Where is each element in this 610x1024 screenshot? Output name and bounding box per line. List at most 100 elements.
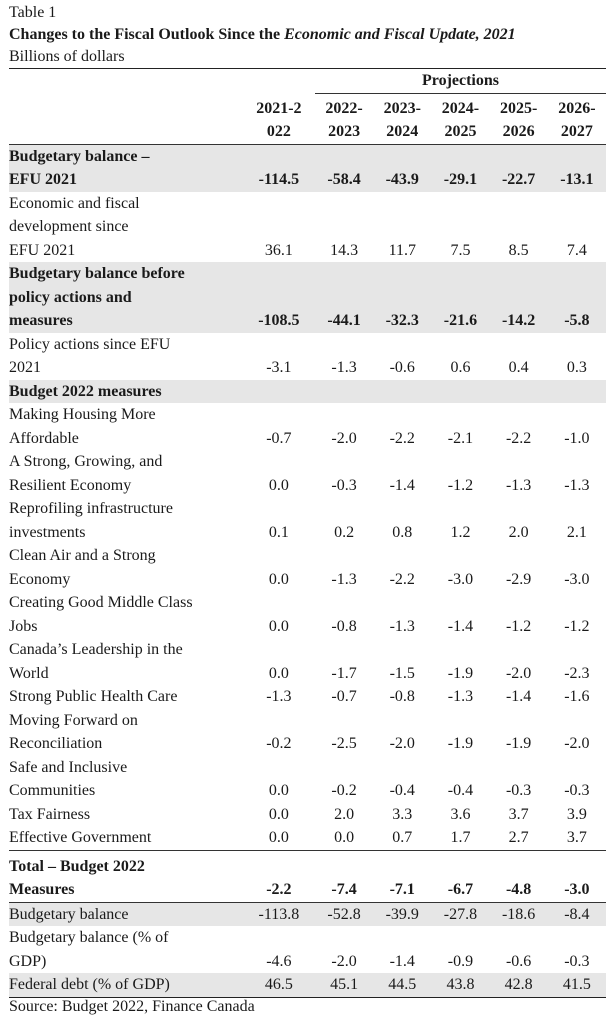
row-label-line: Tax Fairness (9, 805, 91, 823)
row-value: 0.4 (508, 359, 529, 376)
row-value: 3.7 (547, 826, 606, 851)
row-label-line: policy actions and (9, 288, 132, 306)
row-label-line: A Strong, Growing, and (9, 453, 163, 470)
table-title-text: Changes to the Fiscal Outlook Since the (9, 26, 285, 43)
row-value: -2.0 (505, 664, 532, 682)
table-title-italic: Economic and Fiscal Update, 2021 (284, 26, 516, 43)
row-label: Budgetary balance (9, 901, 243, 926)
row-label: Moving Forward on Reconciliation (9, 709, 243, 756)
row-value: 42.8 (489, 973, 548, 998)
table-row: Making Housing More Affordable -0.7 -2.0 -2.… (9, 403, 606, 450)
year-header-line: 2023- (383, 99, 421, 117)
table-row: Safe and Inclusive Communities 0.0 -0.2 -0.4… (9, 756, 606, 803)
row-value: -32.3 (373, 262, 432, 333)
row-value: -0.2 (331, 782, 357, 799)
row-label-line: measures (9, 312, 73, 329)
row-label: Safe and Inclusive Communities (9, 756, 243, 803)
table-row: Strong Public Health Care -1.3 -0.7 -0.8 -1.… (9, 685, 606, 709)
row-value: -0.8 (389, 688, 415, 705)
row-label-line: Clean Air and a Strong (9, 547, 156, 564)
row-value: -52.8 (314, 901, 374, 926)
row-label-line: EFU 2021 (9, 241, 76, 259)
table-source: Source: Budget 2022, Finance Canada (9, 998, 255, 1015)
row-value: 41.5 (547, 973, 606, 998)
row-value: -1.2 (447, 476, 474, 494)
row-label-line: Economy (9, 570, 71, 588)
row-value: 3.6 (450, 805, 471, 823)
row-label-line: Budgetary balance – (9, 147, 150, 165)
row-value: -8.4 (547, 901, 606, 926)
row-value: -1.3 (331, 359, 357, 376)
row-label: Budgetary balance before policy actions a… (9, 262, 243, 333)
row-value: -2.2 (266, 881, 292, 898)
row-label-line: Measures (9, 881, 75, 898)
row-value: -3.0 (447, 570, 474, 588)
row-value: -58.4 (314, 144, 374, 192)
row-value: 1.7 (431, 826, 490, 851)
row-value (373, 379, 432, 403)
table-row: Canada’s Leadership in the World 0.0 -1.7 -1… (9, 638, 606, 685)
row-value: -0.8 (331, 617, 357, 635)
table-row: Reprofiling infrastructure investments 0.1… (9, 497, 606, 544)
row-value: 46.5 (242, 973, 315, 998)
row-value: -6.7 (447, 881, 474, 898)
top-rule (9, 68, 606, 69)
row-value (547, 379, 606, 403)
row-value: 2.0 (334, 805, 355, 823)
row-label: Clean Air and a Strong Economy (9, 544, 243, 591)
year-header-line: 2024 (386, 123, 419, 140)
year-header-line: 2026 (502, 123, 535, 140)
year-header-5: 2026- 2027 (547, 93, 606, 145)
row-value: 0.0 (314, 826, 374, 851)
row-value: -1.3 (564, 476, 590, 494)
row-value: -39.9 (373, 901, 432, 926)
row-value: 0.0 (268, 570, 289, 588)
row-value: 1.2 (450, 523, 471, 541)
row-value (242, 379, 315, 403)
year-header-3: 2024- 2025 (431, 93, 490, 145)
row-label: Budget 2022 measures (9, 379, 243, 403)
year-header-row: 2021-2 022 2022- 2023 2023- 2024 2024- 2025 2025… (9, 93, 606, 145)
year-header-line: 2021-2 (256, 99, 302, 117)
row-value: -2.0 (389, 735, 415, 752)
row-value: -113.8 (242, 901, 315, 926)
row-value: -2.3 (564, 664, 590, 682)
row-value: -1.2 (505, 617, 532, 635)
row-value: -1.3 (447, 688, 474, 705)
table-row: Total – Budget 2022 Measures -2.2 -7.4 -7.1 -… (9, 850, 606, 902)
row-label-line: GDP) (9, 952, 47, 970)
table-row: Tax Fairness 0.0 2.0 3.3 3.6 3.7 3.9 (9, 803, 606, 827)
projections-header-row: Projections (9, 69, 606, 94)
table-number: Table 1 (9, 4, 57, 21)
row-label-line: EFU 2021 (9, 171, 77, 188)
row-label: Federal debt (% of GDP) (9, 973, 243, 998)
table-row: Economic and fiscal development since EFU … (9, 192, 606, 263)
row-value: -2.2 (389, 570, 415, 588)
row-value: -1.7 (331, 664, 357, 682)
row-value: 2.0 (508, 523, 529, 541)
year-header-2: 2023- 2024 (373, 93, 432, 145)
row-value: -4.6 (266, 952, 292, 970)
year-header-line: 2027 (560, 123, 593, 140)
row-value: -0.6 (505, 952, 532, 970)
year-header-line: 2026- (558, 99, 596, 117)
row-value: -18.6 (489, 901, 548, 926)
row-value: 0.6 (450, 359, 471, 376)
year-header-line: 022 (266, 123, 291, 140)
table-row: Moving Forward on Reconciliation -0.2 -2.5 -… (9, 709, 606, 756)
projections-label: Projections (314, 69, 606, 94)
row-value: 0.0 (268, 782, 289, 799)
table-row: Clean Air and a Strong Economy 0.0 -1.3 -2.2… (9, 544, 606, 591)
row-label-line: Budgetary balance before (9, 265, 185, 282)
row-value: 7.4 (566, 241, 587, 259)
row-value: 0.8 (392, 523, 413, 541)
row-label-line: Economic and fiscal (9, 194, 140, 212)
table-row: Federal debt (% of GDP) 46.5 45.1 44.5 43.8 4… (9, 973, 606, 998)
row-value: -1.4 (505, 688, 532, 705)
row-value (314, 379, 374, 403)
row-value: 0.0 (268, 664, 289, 682)
row-value: 3.7 (508, 805, 529, 823)
row-value: 14.3 (330, 241, 359, 259)
table-row: Creating Good Middle Class Jobs 0.0 -0.8 -1.… (9, 591, 606, 638)
row-value: -114.5 (242, 144, 315, 192)
